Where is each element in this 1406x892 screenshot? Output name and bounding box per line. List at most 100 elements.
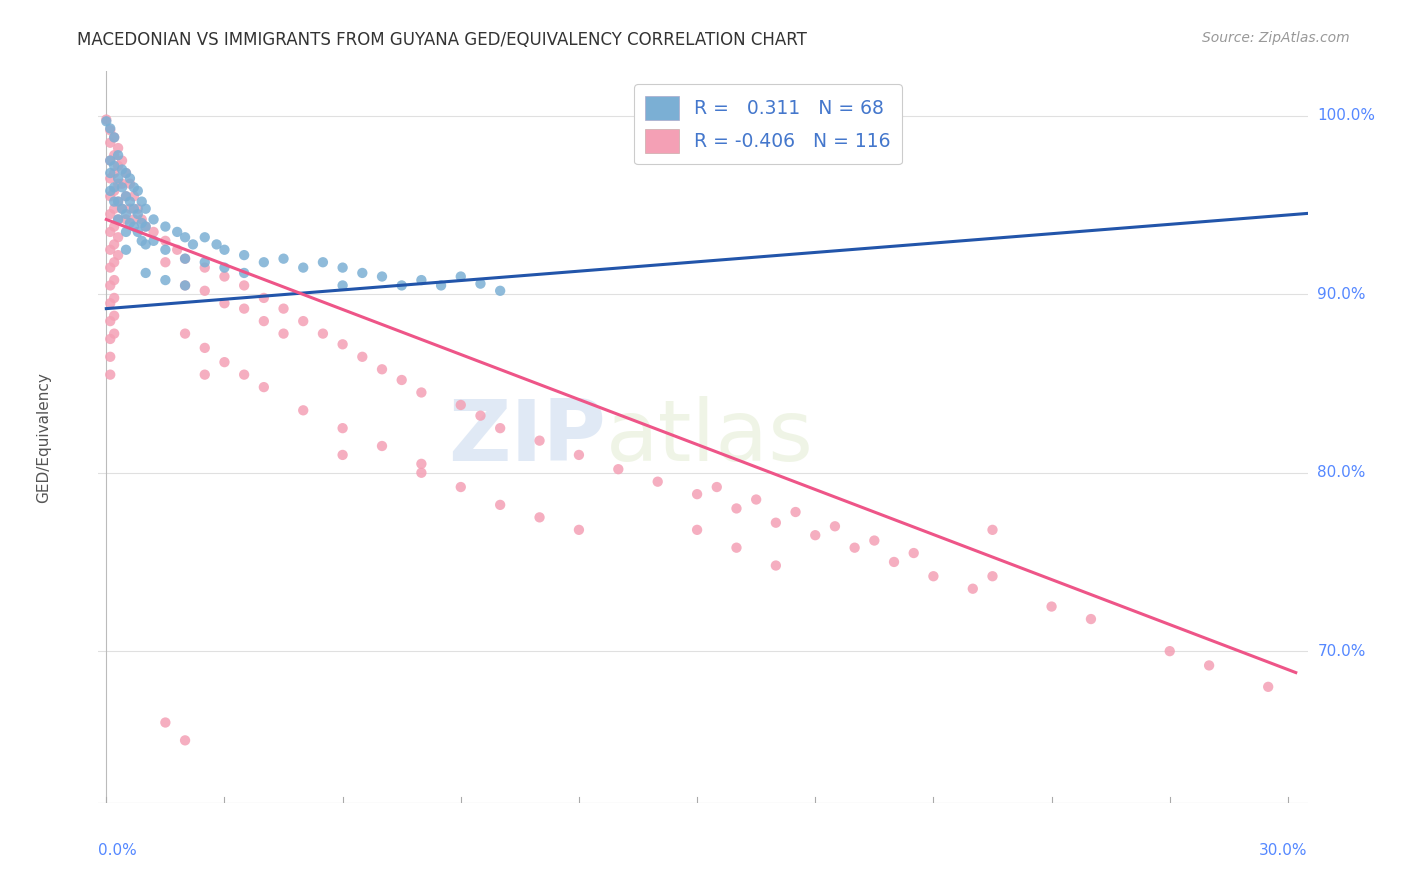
Point	[292, 403, 315, 417]
Point	[131, 194, 153, 209]
Point	[233, 301, 256, 316]
Point	[214, 269, 236, 284]
Point	[489, 421, 512, 435]
Point	[122, 212, 145, 227]
Point	[233, 266, 256, 280]
Point	[111, 177, 134, 191]
Point	[135, 237, 157, 252]
Point	[332, 448, 354, 462]
Point	[194, 341, 217, 355]
Point	[131, 216, 153, 230]
Point	[411, 385, 433, 400]
Point	[883, 555, 905, 569]
Point	[118, 177, 141, 191]
Point	[98, 314, 121, 328]
Point	[686, 523, 709, 537]
Point	[371, 439, 394, 453]
Point	[489, 498, 512, 512]
Point	[107, 159, 129, 173]
Point	[411, 466, 433, 480]
Point	[103, 273, 125, 287]
Point	[174, 278, 197, 293]
Point	[174, 230, 197, 244]
Point	[312, 326, 335, 341]
Point	[107, 230, 129, 244]
Point	[127, 225, 149, 239]
Point	[725, 541, 748, 555]
Point	[253, 380, 276, 394]
Point	[122, 202, 145, 216]
Point	[98, 171, 121, 186]
Point	[450, 398, 472, 412]
Point	[686, 487, 709, 501]
Point	[981, 523, 1004, 537]
Point	[568, 523, 591, 537]
Point	[1040, 599, 1063, 614]
Point	[332, 278, 354, 293]
Point	[844, 541, 866, 555]
Point	[391, 373, 413, 387]
Point	[174, 252, 197, 266]
Point	[122, 180, 145, 194]
Point	[142, 212, 165, 227]
Point	[98, 332, 121, 346]
Text: ZIP: ZIP	[449, 395, 606, 479]
Text: 30.0%: 30.0%	[1260, 843, 1308, 858]
Point	[98, 368, 121, 382]
Point	[1080, 612, 1102, 626]
Point	[135, 219, 157, 234]
Point	[411, 457, 433, 471]
Point	[903, 546, 925, 560]
Point	[98, 189, 121, 203]
Point	[745, 492, 768, 507]
Point	[470, 277, 492, 291]
Point	[107, 194, 129, 209]
Point	[181, 237, 204, 252]
Point	[135, 202, 157, 216]
Point	[103, 291, 125, 305]
Point	[135, 266, 157, 280]
Point	[194, 260, 217, 275]
Point	[233, 368, 256, 382]
Point	[273, 326, 295, 341]
Point	[332, 260, 354, 275]
Point	[253, 255, 276, 269]
Point	[804, 528, 827, 542]
Point	[107, 177, 129, 191]
Point	[332, 421, 354, 435]
Point	[103, 202, 125, 216]
Point	[450, 480, 472, 494]
Point	[292, 314, 315, 328]
Point	[103, 184, 125, 198]
Point	[127, 202, 149, 216]
Point	[103, 166, 125, 180]
Point	[98, 243, 121, 257]
Point	[824, 519, 846, 533]
Point	[115, 189, 138, 203]
Point	[194, 284, 217, 298]
Point	[107, 141, 129, 155]
Point	[174, 326, 197, 341]
Point	[155, 219, 177, 234]
Point	[1257, 680, 1279, 694]
Point	[111, 180, 134, 194]
Point	[214, 260, 236, 275]
Point	[131, 234, 153, 248]
Point	[725, 501, 748, 516]
Point	[391, 278, 413, 293]
Point	[568, 448, 591, 462]
Point	[103, 194, 125, 209]
Point	[253, 291, 276, 305]
Text: GED/Equivalency: GED/Equivalency	[37, 372, 52, 502]
Point	[312, 255, 335, 269]
Point	[98, 184, 121, 198]
Point	[371, 269, 394, 284]
Point	[155, 255, 177, 269]
Point	[174, 733, 197, 747]
Point	[98, 166, 121, 180]
Point	[107, 212, 129, 227]
Point	[135, 219, 157, 234]
Point	[332, 337, 354, 351]
Point	[115, 207, 138, 221]
Point	[111, 202, 134, 216]
